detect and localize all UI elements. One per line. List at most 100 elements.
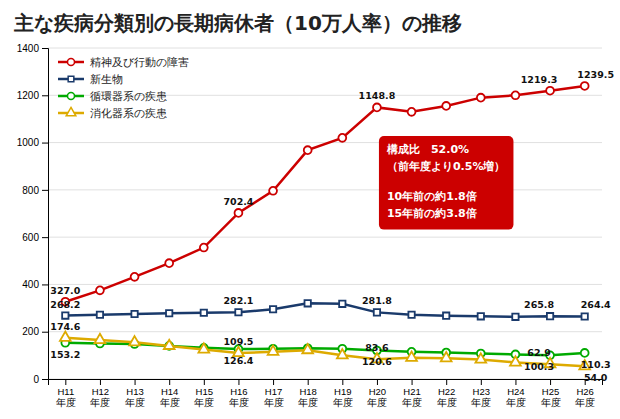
x-tick-label: H11年度 [56, 386, 76, 408]
series-marker [338, 134, 346, 142]
x-tick: H14年度 [160, 379, 180, 408]
series-marker [406, 352, 417, 361]
x-tick: H13年度 [125, 379, 145, 408]
x-tick-mark [100, 379, 101, 385]
x-tick-label: H22年度 [437, 386, 457, 408]
series-marker [166, 310, 172, 316]
data-label: 100.3 [524, 361, 554, 372]
x-tick-label: H19年度 [333, 386, 353, 408]
x-tick-label-line: 年度 [160, 397, 180, 408]
series-marker [581, 82, 589, 90]
x-axis: H11年度H12年度H13年度H14年度H15年度H16年度H17年度H18年度… [49, 379, 603, 408]
y-tick: 800 [22, 185, 48, 196]
y-tick-label: 1400 [17, 43, 40, 54]
series-marker [235, 209, 243, 217]
x-tick-mark [65, 379, 66, 385]
x-tick-label-line: 年度 [437, 397, 457, 408]
x-tick: H21年度 [402, 379, 422, 408]
y-tick-label: 1200 [17, 90, 40, 101]
x-tick-label-line: 年度 [575, 397, 595, 408]
y-tick-mark [42, 95, 48, 96]
x-tick-label-line: H15 [196, 386, 213, 397]
y-axis-line [42, 49, 49, 380]
x-tick-label-line: H26 [576, 386, 593, 397]
x-tick-mark [550, 379, 551, 385]
x-tick-label: H20年度 [367, 386, 387, 408]
x-tick-label-line: H25 [542, 386, 559, 397]
series-marker [97, 312, 103, 318]
x-tick-label-line: H21 [403, 386, 420, 397]
x-tick-mark [377, 379, 378, 385]
x-tick: H18年度 [298, 379, 318, 408]
x-tick-mark [308, 379, 309, 385]
data-label: 54.0 [584, 372, 608, 383]
annotation-text: 15年前の約3.8倍 [387, 207, 477, 220]
x-tick-mark [238, 379, 239, 385]
y-tick: 0 [33, 374, 48, 385]
x-tick-label: H25年度 [541, 386, 561, 408]
annotation: 構成比 52.0%（前年度より0.5%増）10年前の約1.8倍15年前の約3.8… [379, 136, 514, 230]
x-tick-label-line: 年度 [56, 397, 76, 408]
y-tick-mark [42, 190, 48, 191]
series-marker [373, 103, 381, 111]
legend-marker [68, 59, 75, 66]
legend-marker [68, 93, 75, 100]
y-tick-label: 600 [22, 232, 39, 243]
series-marker [129, 336, 140, 345]
annotation-box [379, 136, 514, 230]
y-tick-label: 0 [33, 374, 39, 385]
y-tick-mark [42, 332, 48, 333]
legend: 精神及び行動の障害新生物循環器系の疾患消化器系の疾患 [58, 56, 189, 120]
x-tick-label-line: H19 [334, 386, 351, 397]
series-marker [62, 312, 68, 318]
y-tick-mark [42, 48, 48, 49]
x-tick: H17年度 [264, 379, 284, 408]
data-label: 110.3 [581, 359, 611, 370]
series-line [65, 86, 584, 302]
series-marker [443, 312, 449, 318]
x-tick: H11年度 [56, 379, 76, 408]
data-label: 109.5 [223, 336, 253, 347]
x-tick-label: H13年度 [125, 386, 145, 408]
x-tick-label-line: H18 [299, 386, 316, 397]
series-marker [165, 259, 173, 267]
y-tick: 200 [22, 326, 48, 337]
series-marker [200, 244, 208, 252]
series-marker [408, 108, 416, 116]
series-marker [198, 343, 209, 352]
x-tick-label-line: 年度 [402, 397, 422, 408]
grid-line [48, 331, 602, 332]
y-tick-mark [42, 143, 48, 144]
grid-line [48, 284, 602, 285]
series-marker [302, 344, 313, 353]
x-tick: H24年度 [506, 379, 526, 408]
x-tick-label-line: H17 [265, 386, 282, 397]
series-marker [269, 187, 277, 195]
series-marker [337, 349, 348, 358]
legend-label: 消化器系の疾患 [90, 107, 167, 120]
series-marker [374, 309, 380, 315]
x-tick-label-line: H14 [161, 386, 178, 397]
data-label: 120.6 [362, 356, 392, 367]
data-label: 702.4 [223, 196, 253, 207]
x-tick-label: H14年度 [160, 386, 180, 408]
annotation-text: 10年前の約1.8倍 [387, 190, 477, 203]
series-marker [546, 87, 554, 95]
grid-line [48, 189, 602, 190]
grid-line [48, 237, 602, 238]
series-marker [582, 313, 588, 319]
series-marker [547, 313, 553, 319]
legend-item: 循環器系の疾患 [58, 90, 167, 103]
x-tick-label-line: 年度 [90, 397, 110, 408]
x-tick-label-line: H20 [369, 386, 386, 397]
x-tick-label: H16年度 [229, 386, 249, 408]
legend-marker [68, 76, 74, 82]
x-tick-label-line: 年度 [333, 397, 353, 408]
x-tick-label-line: 年度 [367, 397, 387, 408]
series-marker [96, 286, 104, 294]
x-tick-mark [446, 379, 447, 385]
x-tick-label: H15年度 [194, 386, 214, 408]
annotation-text: 構成比 52.0% [386, 143, 469, 156]
x-tick-label-line: 年度 [506, 397, 526, 408]
grid [48, 48, 602, 379]
